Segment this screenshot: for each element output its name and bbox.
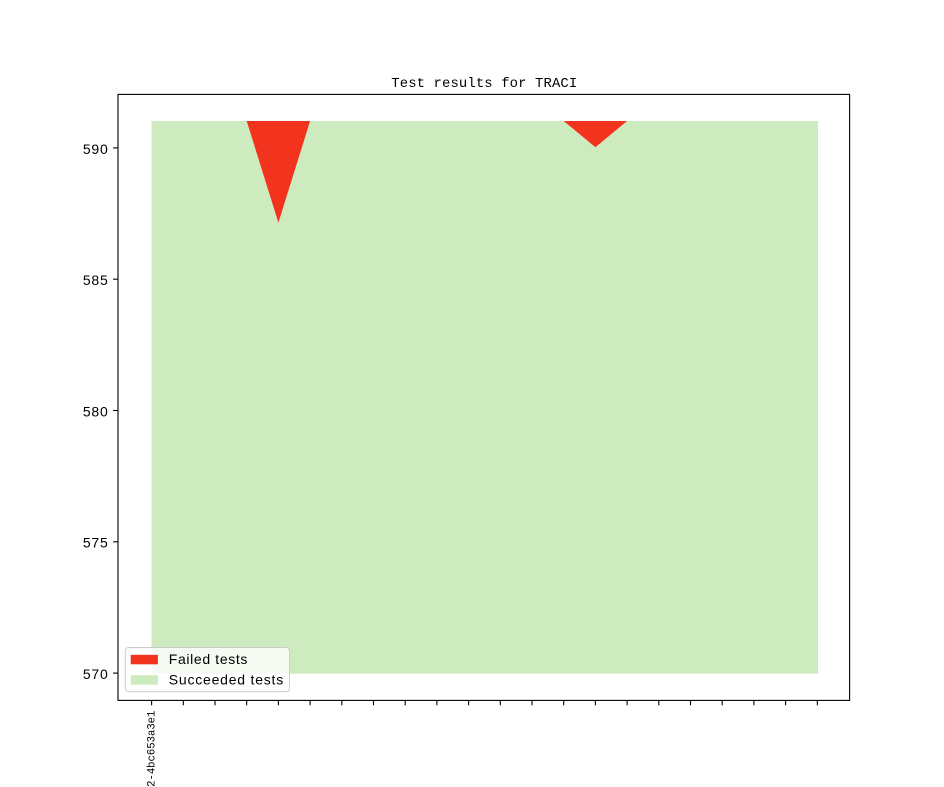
svg-text:82-4bc653a3e1: 82-4bc653a3e1 xyxy=(146,711,158,787)
svg-text:585: 585 xyxy=(83,272,109,288)
svg-text:Failed tests: Failed tests xyxy=(169,651,248,667)
svg-text:570: 570 xyxy=(83,666,109,682)
svg-text:575: 575 xyxy=(83,535,109,551)
svg-text:Succeeded tests: Succeeded tests xyxy=(169,672,284,688)
svg-text:580: 580 xyxy=(83,403,109,419)
svg-text:Test results for TRACI: Test results for TRACI xyxy=(391,76,577,92)
svg-text:590: 590 xyxy=(83,141,109,157)
